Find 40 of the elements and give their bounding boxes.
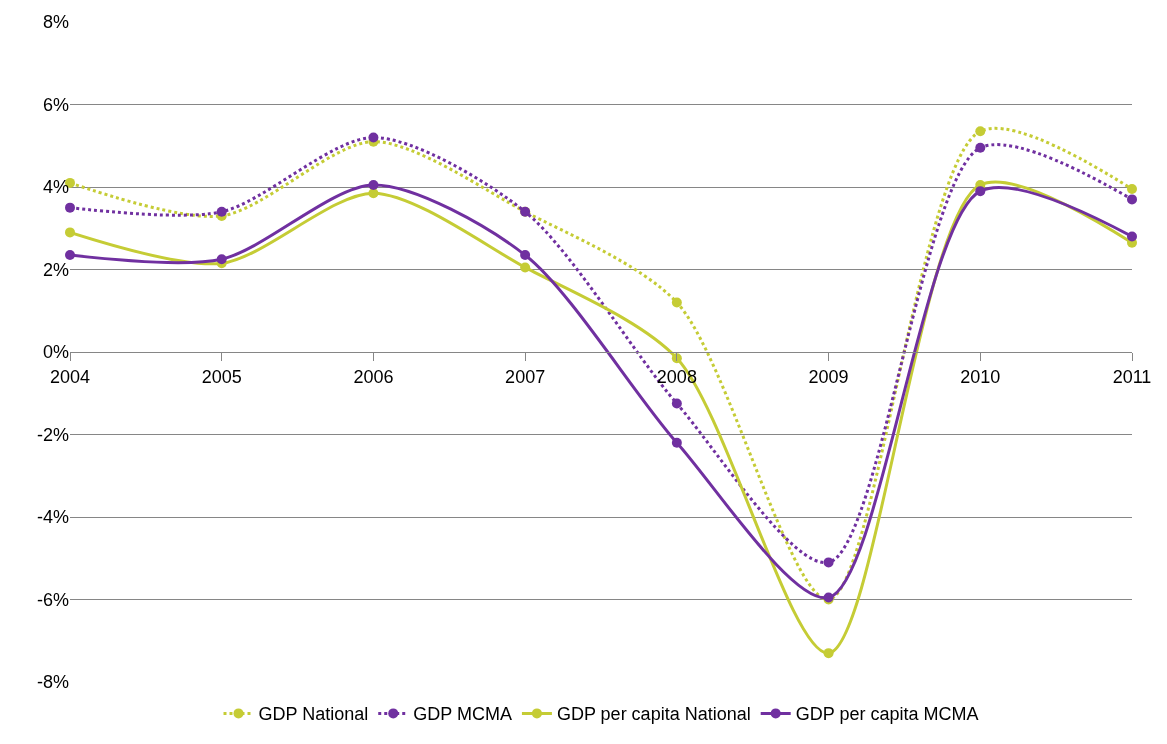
point [216, 206, 227, 217]
point [520, 262, 531, 273]
legend-label: GDP per capita MCMA [795, 704, 979, 725]
point [65, 250, 75, 261]
y-tick-label: 0% [42, 342, 69, 363]
point [671, 297, 682, 308]
x-tick-label: 2004 [49, 366, 91, 387]
x-tick-label: 2009 [808, 366, 849, 387]
x-tick-label: 2006 [353, 366, 394, 387]
x-tick-label: 2005 [201, 366, 242, 387]
legend-label: GDP MCMA [413, 704, 512, 725]
point [823, 648, 834, 659]
point [65, 227, 75, 238]
point [65, 202, 75, 213]
point [671, 437, 682, 448]
point [823, 557, 834, 568]
point [216, 254, 227, 265]
point [671, 398, 682, 409]
point [1127, 194, 1137, 205]
y-tick-label: -4% [36, 507, 69, 528]
x-tick-label: 2011 [1112, 366, 1152, 387]
y-tick-label: -2% [36, 424, 69, 445]
x-tick-label: 2007 [505, 366, 546, 387]
legend-label: GDP National [258, 704, 369, 725]
y-tick-label: 2% [42, 259, 69, 280]
point [975, 142, 986, 153]
point [520, 250, 531, 261]
point [975, 186, 986, 197]
point [975, 126, 986, 137]
y-tick-label: 6% [42, 94, 69, 115]
point [368, 179, 379, 190]
x-tick-label: 2010 [960, 366, 1001, 387]
y-tick-label: 8% [42, 12, 69, 33]
point [1127, 231, 1137, 242]
legend-label: GDP per capita National [556, 704, 751, 725]
y-tick-label: 4% [42, 177, 69, 198]
y-tick-label: -8% [36, 672, 69, 693]
point [368, 132, 379, 143]
y-tick-label: -6% [36, 589, 69, 610]
point [1127, 184, 1137, 195]
